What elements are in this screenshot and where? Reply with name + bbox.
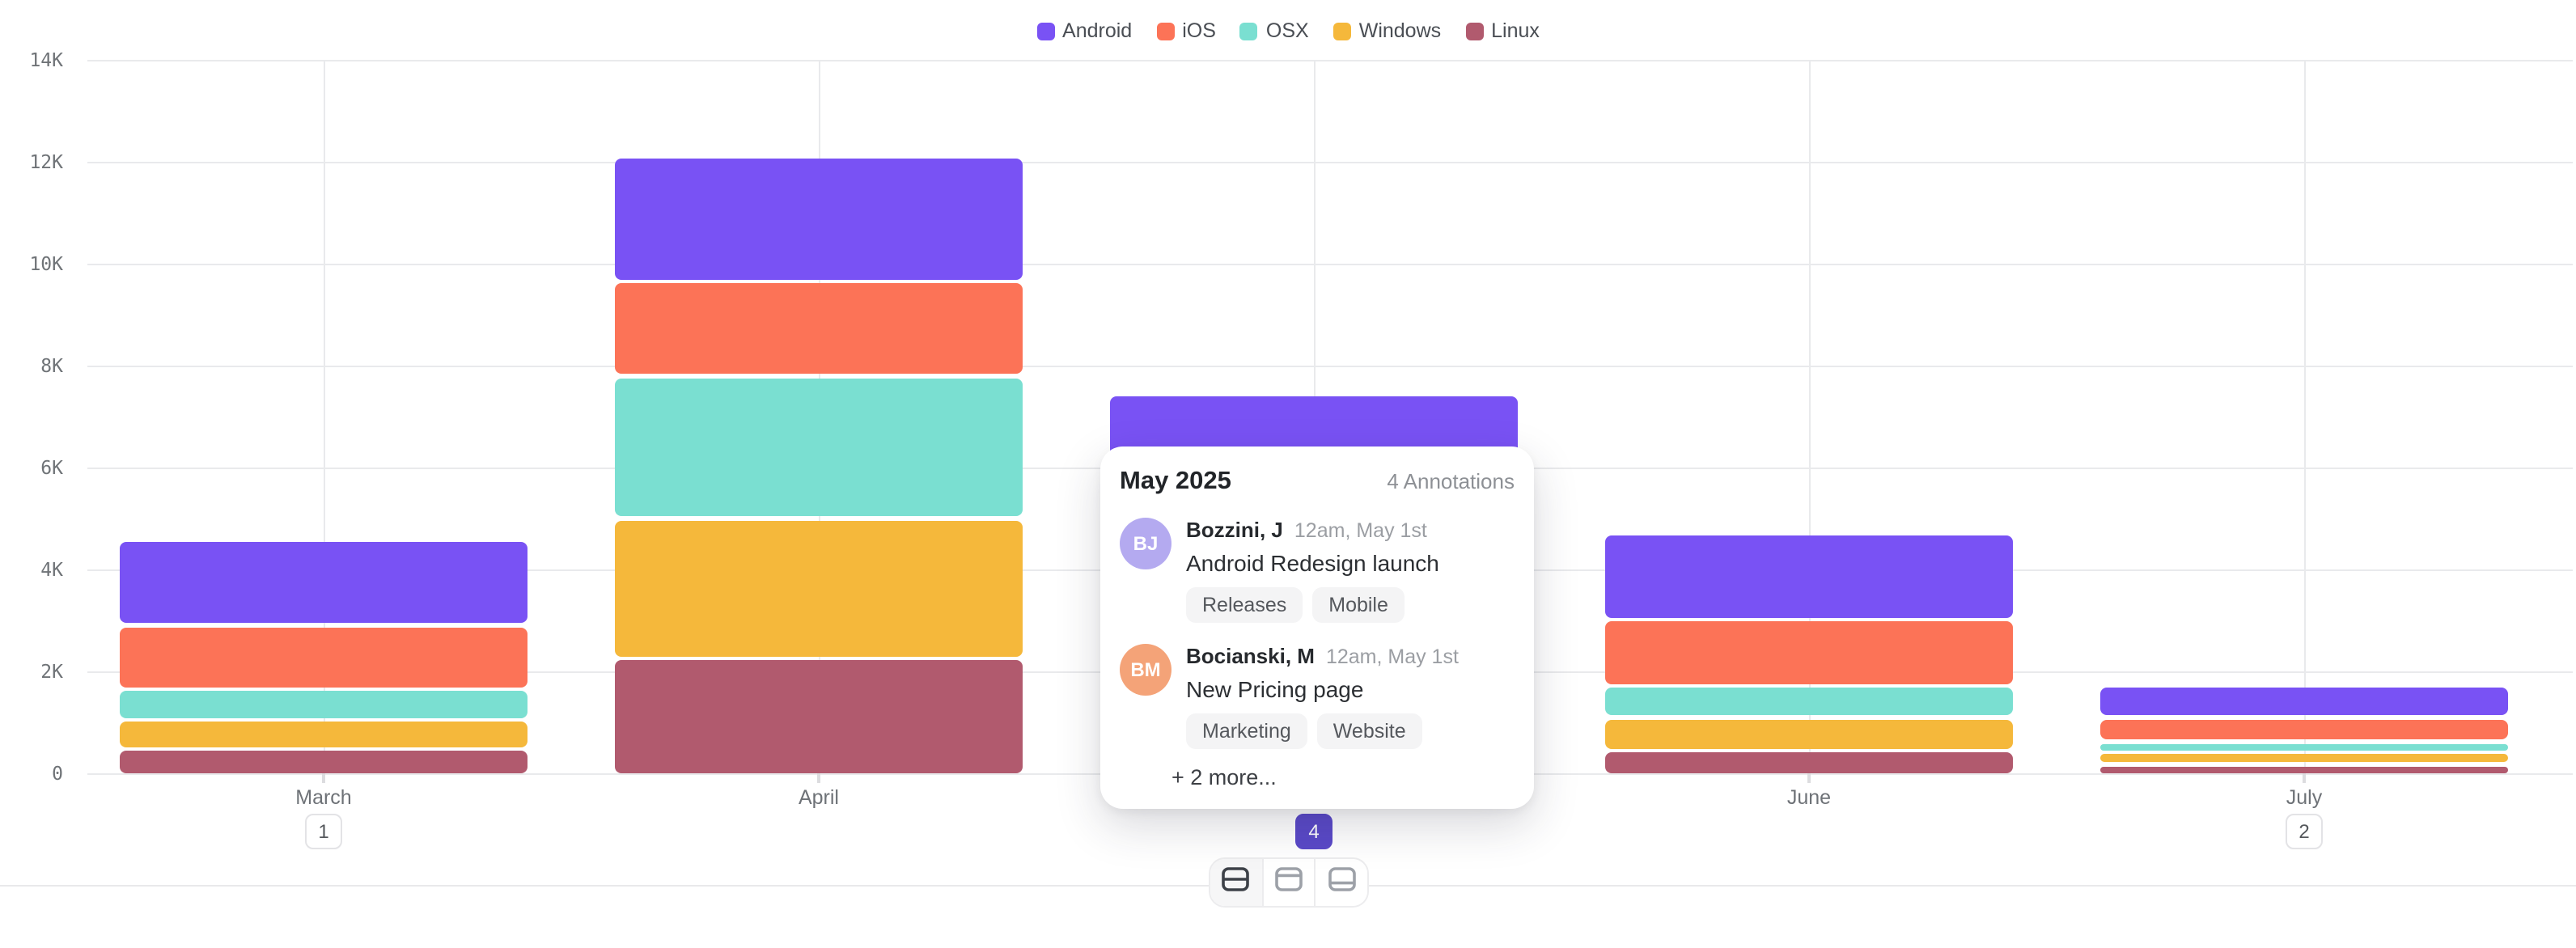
bar-april-linux[interactable] [615, 660, 1023, 773]
legend-swatch-icon [1332, 22, 1351, 40]
tooltip-header: May 2025 4 Annotations [1120, 468, 1515, 497]
legend-label: Windows [1358, 19, 1442, 42]
legend-item-windows[interactable]: Windows [1332, 19, 1442, 42]
annotation-badge-may[interactable]: 4 [1295, 814, 1332, 849]
bar-july-osx[interactable] [2100, 743, 2508, 751]
bar-april-android[interactable] [615, 159, 1023, 280]
show-more-annotations-link[interactable]: + 2 more... [1171, 765, 1277, 789]
annotation-author: Bozzini, J [1186, 518, 1283, 542]
y-tick-label: 0 [52, 762, 63, 785]
annotation-tooltip: May 2025 4 Annotations BJ Bozzini, J 12a… [1100, 446, 1534, 809]
legend-swatch-icon [1156, 22, 1175, 40]
y-gridline [87, 264, 2573, 265]
y-tick-label: 10K [29, 252, 63, 275]
bar-july-android[interactable] [2100, 687, 2508, 716]
x-label-march: March [295, 786, 352, 809]
bar-june-linux[interactable] [1605, 752, 2013, 773]
avatar: BJ [1120, 518, 1171, 569]
y-gridline [87, 162, 2573, 163]
annotation-entry: BJ Bozzini, J 12am, May 1st Android Rede… [1120, 518, 1515, 623]
y-tick-label: 14K [29, 49, 63, 71]
y-tick-label: 6K [40, 456, 63, 479]
bar-april-ios[interactable] [615, 283, 1023, 375]
bar-july-linux[interactable] [2100, 766, 2508, 773]
annotation-tag: Releases [1186, 587, 1303, 623]
y-tick-label: 12K [29, 150, 63, 173]
layout-toggle [1209, 857, 1369, 908]
x-label-april: April [798, 786, 839, 809]
legend-swatch-icon [1465, 22, 1484, 40]
tooltip-title: May 2025 [1120, 468, 1231, 495]
x-tick-mark [817, 773, 820, 783]
x-gridline [1809, 60, 1811, 773]
annotation-text: Android Redesign launch [1186, 550, 1439, 576]
annotation-badge-march[interactable]: 1 [305, 814, 342, 849]
layout-band-top-button[interactable] [1263, 859, 1316, 906]
legend-item-ios[interactable]: iOS [1156, 19, 1216, 42]
annotation-tag: Marketing [1186, 713, 1307, 749]
layout-split-middle-icon [1222, 866, 1250, 899]
x-tick-mark [322, 773, 325, 783]
avatar: BM [1120, 644, 1171, 696]
bar-april-windows[interactable] [615, 520, 1023, 657]
bar-july-ios[interactable] [2100, 719, 2508, 740]
legend-swatch-icon [1239, 22, 1258, 40]
layout-band-bottom-button[interactable] [1316, 859, 1367, 906]
bar-june-ios[interactable] [1605, 621, 2013, 684]
annotation-timestamp: 12am, May 1st [1294, 519, 1427, 542]
bar-june-android[interactable] [1605, 535, 2013, 618]
bar-march-windows[interactable] [120, 722, 527, 747]
legend-label: Linux [1491, 19, 1540, 42]
bar-march-linux[interactable] [120, 751, 527, 773]
y-tick-label: 8K [40, 354, 63, 377]
y-tick-label: 4K [40, 558, 63, 581]
legend-swatch-icon [1036, 22, 1055, 40]
annotation-badge-july[interactable]: 2 [2286, 814, 2323, 849]
annotation-text: New Pricing page [1186, 676, 1364, 702]
y-gridline [87, 366, 2573, 367]
legend-item-android[interactable]: Android [1036, 19, 1132, 42]
layout-split-middle-button[interactable] [1210, 859, 1264, 906]
bar-april-osx[interactable] [615, 378, 1023, 517]
legend-label: iOS [1182, 19, 1216, 42]
x-tick-mark [1807, 773, 1811, 783]
x-label-june: June [1786, 786, 1832, 809]
bar-june-osx[interactable] [1605, 688, 2013, 716]
bar-march-osx[interactable] [120, 691, 527, 718]
annotation-tag: Mobile [1312, 587, 1405, 623]
annotation-tag: Website [1316, 713, 1422, 749]
legend-item-linux[interactable]: Linux [1465, 19, 1540, 42]
x-label-july: July [2286, 786, 2323, 809]
bar-march-ios[interactable] [120, 627, 527, 688]
legend-label: Android [1062, 19, 1133, 42]
legend: Android iOS OSX Windows Linux [0, 18, 2576, 44]
x-gridline [324, 60, 325, 773]
x-gridline [2304, 60, 2306, 773]
layout-band-top-icon [1275, 866, 1303, 899]
legend-item-osx[interactable]: OSX [1239, 19, 1309, 42]
annotation-entry: BM Bocianski, M 12am, May 1st New Pricin… [1120, 644, 1515, 749]
tooltip-annotation-count: 4 Annotations [1387, 469, 1515, 493]
annotation-author: Bocianski, M [1186, 644, 1315, 668]
bar-june-windows[interactable] [1605, 719, 2013, 749]
x-tick-mark [2303, 773, 2306, 783]
bar-march-android[interactable] [120, 541, 527, 624]
y-gridline [87, 60, 2573, 61]
annotation-timestamp: 12am, May 1st [1325, 645, 1459, 668]
legend-label: OSX [1265, 19, 1309, 42]
y-tick-label: 2K [40, 660, 63, 683]
bar-july-windows[interactable] [2100, 754, 2508, 763]
layout-band-bottom-icon [1328, 866, 1356, 899]
